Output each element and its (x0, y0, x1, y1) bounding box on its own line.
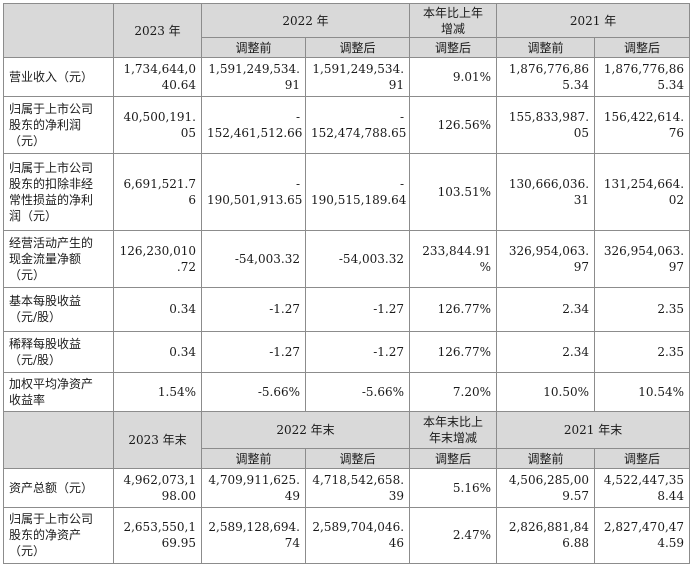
row-label: 资产总额（元） (3, 468, 114, 508)
header-2021-end: 2021 年末 (496, 410, 691, 450)
table-row: 归属于上市公司 股东的扣除非经 常性损益的净利 润（元） 6,691,521.7… (3, 152, 691, 231)
value-2021-before: 130,666,036. 31 (496, 152, 596, 231)
table-row: 资产总额（元） 4,962,073,1 98.00 4,709,911,625.… (3, 468, 691, 508)
value-2021-after: 131,254,664. 02 (594, 152, 691, 231)
value-2023: 0.34 (113, 330, 202, 374)
value-2022-before: -1.27 (201, 287, 306, 332)
header-change: 本年比上年 增减 (409, 2, 498, 39)
value-change: 103.51% (409, 152, 498, 231)
table-row: 基本每股收益 （元/股） 0.34 -1.27 -1.27 126.77% 2.… (3, 287, 691, 332)
value-2021-before: 326,954,063. 97 (496, 229, 596, 289)
header-2022: 2022 年 (200, 2, 411, 39)
table-row: 归属于上市公司 股东的净资产 （元） 2,653,550,1 69.95 2,5… (3, 506, 691, 565)
subheader-2022-after: 调整后 (304, 448, 411, 470)
subheader-change-after: 调整后 (409, 448, 498, 470)
subheader-2022-before: 调整前 (201, 448, 306, 470)
value-2022-before: 4,709,911,625. 49 (201, 468, 306, 508)
value-change: 126.56% (409, 95, 498, 154)
value-2021-before: 1,876,776,86 5.34 (496, 57, 596, 97)
value-2021-before: 2,826,881,84 6.88 (496, 506, 596, 565)
value-2023: 2,653,550,1 69.95 (113, 506, 202, 565)
header-2022-end: 2022 年末 (200, 410, 411, 450)
table-row: 营业收入（元） 1,734,644,0 40.64 1,591,249,534.… (3, 57, 691, 97)
value-2022-before: -5.66% (201, 372, 306, 412)
value-2022-before: 2,589,128,694. 74 (201, 506, 306, 565)
value-2022-after: -5.66% (304, 372, 411, 412)
value-2022-after: - 152,474,788.65 (304, 95, 411, 154)
value-2023: 126,230,010 .72 (113, 229, 202, 289)
value-2022-after: -1.27 (304, 330, 411, 374)
value-2023: 6,691,521.7 6 (113, 152, 202, 231)
value-2021-before: 2.34 (496, 330, 596, 374)
header-label-blank (3, 410, 114, 470)
row-label: 加权平均净资产 收益率 (3, 372, 114, 412)
value-2021-after: 1,876,776,86 5.34 (594, 57, 691, 97)
value-2021-after: 2.35 (594, 330, 691, 374)
value-2021-before: 10.50% (496, 372, 596, 412)
value-change: 126.77% (409, 330, 498, 374)
value-2022-before: -54,003.32 (201, 229, 306, 289)
value-2023: 1.54% (113, 372, 202, 412)
value-change: 2.47% (409, 506, 498, 565)
value-2023: 40,500,191. 05 (113, 95, 202, 154)
subheader-row: 调整前 调整后 调整后 调整前 调整后 (4, 37, 691, 59)
value-2023: 0.34 (113, 287, 202, 332)
value-2022-after: -54,003.32 (304, 229, 411, 289)
value-2021-after: 10.54% (594, 372, 691, 412)
value-2021-after: 2.35 (594, 287, 691, 332)
header-2023-end: 2023 年末 (113, 410, 202, 470)
row-label: 经营活动产生的 现金流量净额 （元） (3, 229, 114, 289)
table-row: 归属于上市公司 股东的净利润 （元） 40,500,191. 05 - 152,… (3, 95, 691, 154)
value-2021-after: 156,422,614. 76 (594, 95, 691, 154)
value-2022-after: 4,718,542,658. 39 (304, 468, 411, 508)
value-2022-before: -1.27 (201, 330, 306, 374)
value-change: 9.01% (409, 57, 498, 97)
value-2022-before: - 152,461,512.66 (201, 95, 306, 154)
value-2022-after: -1.27 (304, 287, 411, 332)
financial-summary-table: 2023 年 2022 年 本年比上年 增减 2021 年 调整前 调整后 调整… (3, 2, 691, 565)
row-label: 归属于上市公司 股东的净利润 （元） (3, 95, 114, 154)
subheader-2021-before: 调整前 (496, 448, 596, 470)
value-change: 5.16% (409, 468, 498, 508)
header-label-blank (3, 2, 114, 59)
subheader-2021-after: 调整后 (594, 37, 691, 59)
value-2021-before: 2.34 (496, 287, 596, 332)
row-label: 归属于上市公司 股东的净资产 （元） (3, 506, 114, 565)
value-change: 126.77% (409, 287, 498, 332)
row-label: 稀释每股收益 （元/股） (3, 330, 114, 374)
subheader-row: 调整前 调整后 调整后 调整前 调整后 (4, 448, 691, 470)
value-2023: 1,734,644,0 40.64 (113, 57, 202, 97)
value-2021-after: 326,954,063. 97 (594, 229, 691, 289)
subheader-2021-before: 调整前 (496, 37, 596, 59)
table-row: 加权平均净资产 收益率 1.54% -5.66% -5.66% 7.20% 10… (3, 372, 691, 412)
header-2021: 2021 年 (496, 2, 691, 39)
value-change: 233,844.91 % (409, 229, 498, 289)
table-row: 经营活动产生的 现金流量净额 （元） 126,230,010 .72 -54,0… (3, 229, 691, 289)
subheader-2021-after: 调整后 (594, 448, 691, 470)
value-2023: 4,962,073,1 98.00 (113, 468, 202, 508)
header-row: 2023 年末 2022 年末 本年末比上 年末增减 2021 年末 (3, 410, 691, 470)
header-change-end: 本年末比上 年末增减 (409, 410, 498, 450)
table-row: 稀释每股收益 （元/股） 0.34 -1.27 -1.27 126.77% 2.… (3, 330, 691, 374)
value-change: 7.20% (409, 372, 498, 412)
subheader-2022-after: 调整后 (304, 37, 411, 59)
value-2021-after: 4,522,447,35 8.44 (594, 468, 691, 508)
row-label: 营业收入（元） (3, 57, 114, 97)
value-2022-before: 1,591,249,534. 91 (201, 57, 306, 97)
value-2021-before: 4,506,285,00 9.57 (496, 468, 596, 508)
header-row: 2023 年 2022 年 本年比上年 增减 2021 年 (3, 2, 691, 59)
subheader-change-after: 调整后 (409, 37, 498, 59)
value-2022-after: - 190,515,189.64 (304, 152, 411, 231)
subheader-2022-before: 调整前 (201, 37, 306, 59)
value-2022-after: 2,589,704,046. 46 (304, 506, 411, 565)
value-2022-after: 1,591,249,534. 91 (304, 57, 411, 97)
value-2022-before: - 190,501,913.65 (201, 152, 306, 231)
row-label: 归属于上市公司 股东的扣除非经 常性损益的净利 润（元） (3, 152, 114, 231)
value-2021-after: 2,827,470,47 4.59 (594, 506, 691, 565)
row-label: 基本每股收益 （元/股） (3, 287, 114, 332)
header-2023: 2023 年 (113, 2, 202, 59)
value-2021-before: 155,833,987. 05 (496, 95, 596, 154)
